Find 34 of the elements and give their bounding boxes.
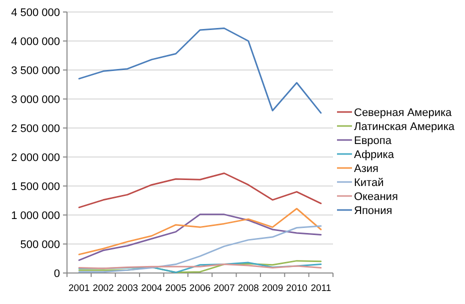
legend-label: Япония bbox=[354, 204, 392, 217]
line-series bbox=[78, 27, 322, 114]
y-tick-label: 2 000 000 bbox=[11, 152, 60, 164]
legend-label: Латинская Америка bbox=[354, 120, 456, 133]
y-tick-label: 3 500 000 bbox=[11, 64, 60, 77]
y-tick-label: 0 bbox=[54, 268, 60, 280]
legend-label: Азия bbox=[354, 162, 379, 175]
legend-label: Африка bbox=[354, 148, 395, 161]
y-tick-label: 3 000 000 bbox=[11, 94, 60, 106]
legend-label: Китай bbox=[354, 176, 384, 189]
line-series bbox=[78, 225, 322, 273]
line-series bbox=[78, 214, 322, 261]
x-tick-label: 2010 bbox=[286, 283, 308, 294]
legend-label: Океания bbox=[354, 190, 398, 203]
y-tick-label: 4 000 000 bbox=[11, 36, 60, 48]
x-tick-label: 2002 bbox=[92, 283, 114, 294]
x-tick-label: 2003 bbox=[116, 283, 138, 294]
y-tick-label: 1 000 000 bbox=[11, 210, 60, 222]
x-tick-label: 2007 bbox=[214, 283, 235, 294]
x-tick-label: 2005 bbox=[165, 283, 186, 294]
line-series bbox=[78, 208, 322, 256]
line-series bbox=[78, 172, 322, 208]
y-tick-label: 2 500 000 bbox=[11, 122, 60, 135]
x-tick-label: 2006 bbox=[189, 283, 211, 294]
y-tick-label: 500 000 bbox=[20, 238, 60, 251]
x-tick-label: 2001 bbox=[68, 283, 90, 294]
x-tick-label: 2004 bbox=[141, 283, 162, 294]
y-tick-label: 4 500 000 bbox=[11, 6, 60, 19]
x-tick-label: 2009 bbox=[262, 283, 284, 294]
y-tick-label: 1 500 000 bbox=[11, 180, 60, 193]
x-tick-label: 2011 bbox=[310, 283, 332, 294]
legend-label: Северная Америка bbox=[354, 106, 453, 119]
x-tick-label: 2008 bbox=[238, 283, 259, 294]
legend-label: Европа bbox=[354, 134, 392, 147]
